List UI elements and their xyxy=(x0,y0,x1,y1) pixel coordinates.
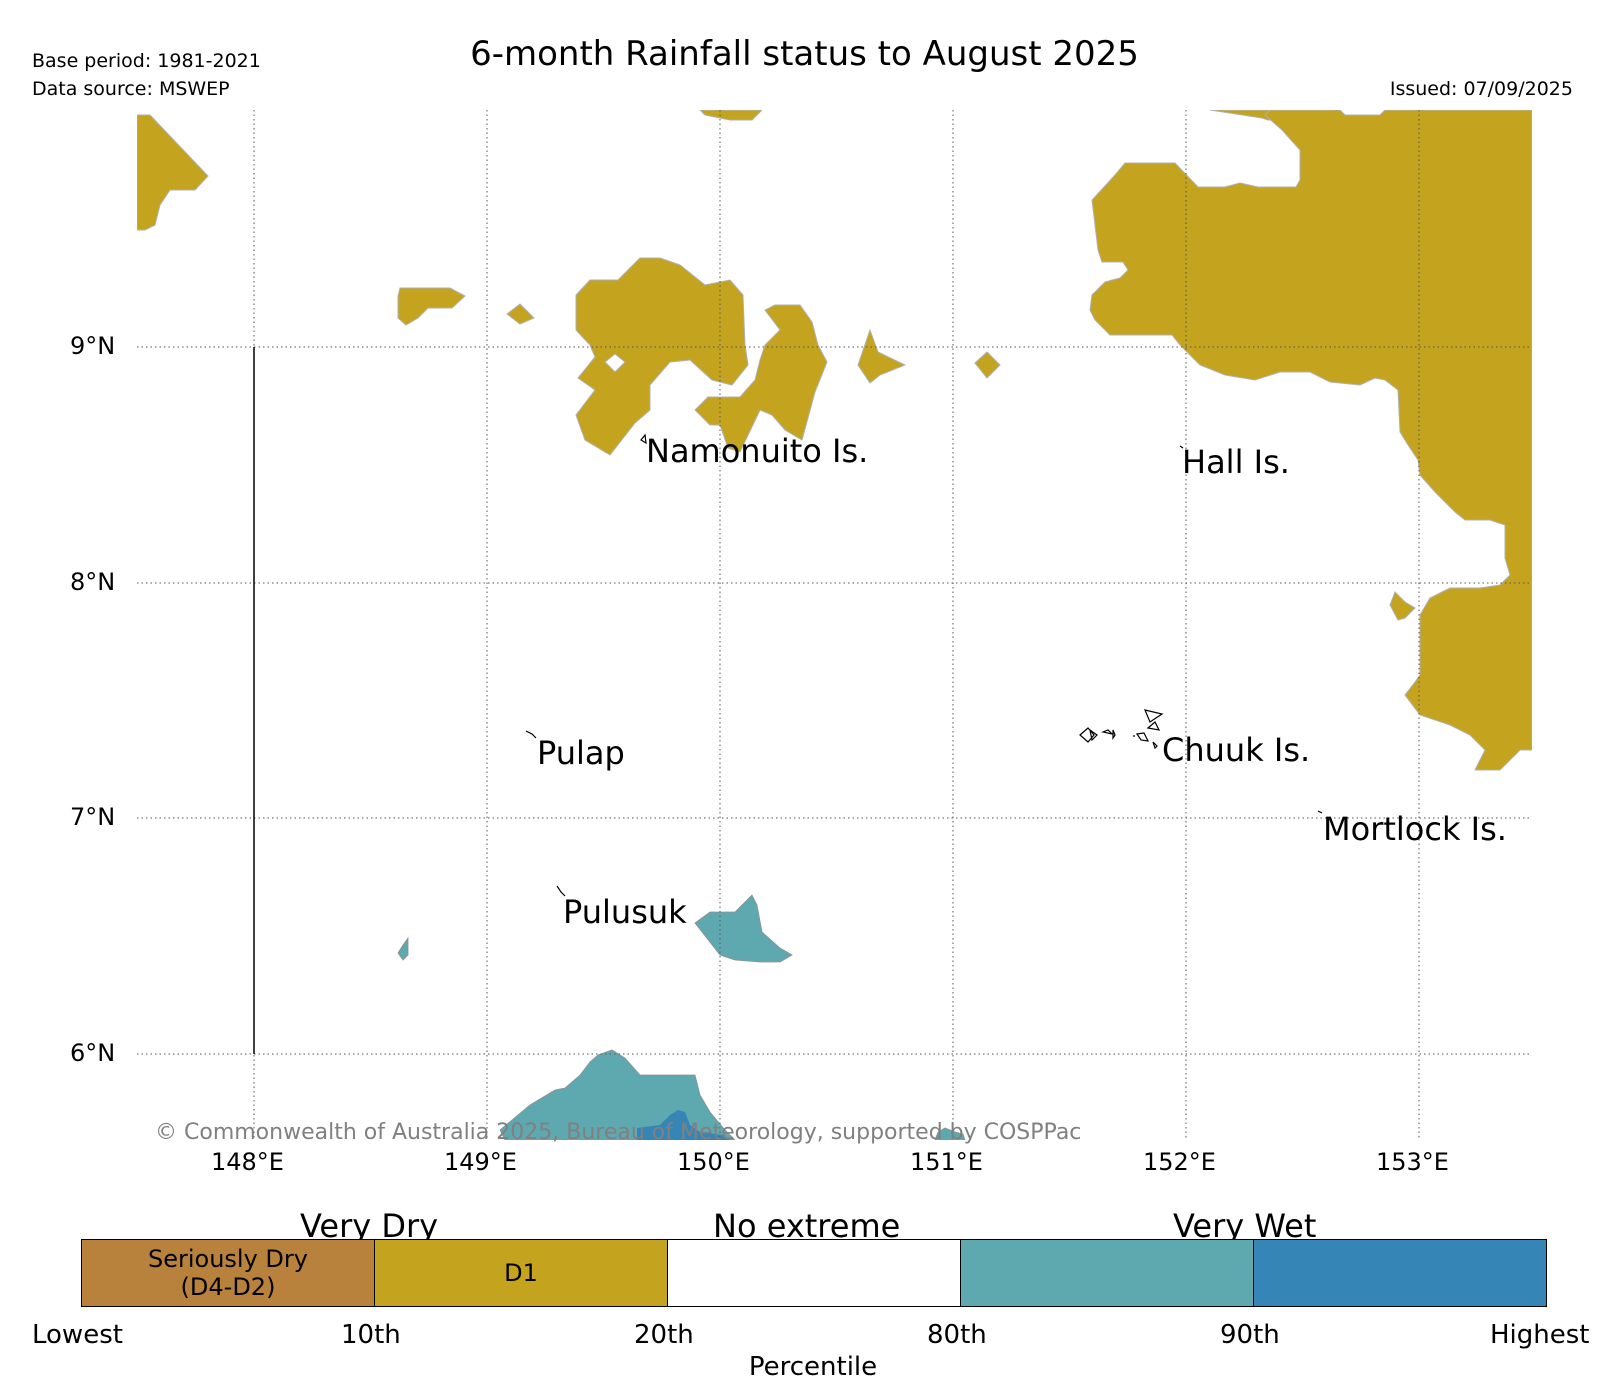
mortlock-atoll xyxy=(1317,810,1323,814)
lon-label-151: 151°E xyxy=(910,1148,983,1176)
gridlines xyxy=(137,110,1532,1140)
legend-cell-seriously-dry: Seriously Dry (D4-D2) xyxy=(81,1239,374,1307)
base-period: Base period: 1981-2021 xyxy=(32,50,261,72)
dry-region xyxy=(506,303,535,325)
lon-label-152: 152°E xyxy=(1143,1148,1216,1176)
legend-axis-title: Percentile xyxy=(0,1352,1609,1382)
lat-label-9: 9°N xyxy=(70,332,116,360)
place-label-namonuito: Namonuito Is. xyxy=(646,432,869,470)
place-label-pulap: Pulap xyxy=(537,734,625,772)
wet-region xyxy=(694,894,793,963)
place-label-pulusuk: Pulusuk xyxy=(563,893,687,931)
legend-group-very-wet: Very Wet xyxy=(1173,1207,1317,1245)
dry-region xyxy=(857,328,907,384)
very-wet-region xyxy=(637,1110,730,1140)
lat-label-8: 8°N xyxy=(70,568,116,596)
legend-cell-very-wet xyxy=(1253,1239,1547,1307)
island-outlines xyxy=(525,433,1323,897)
dry-region xyxy=(575,257,749,456)
legend-group-very-dry: Very Dry xyxy=(300,1207,439,1245)
map-title: 6-month Rainfall status to August 2025 xyxy=(0,34,1609,74)
lat-label-6: 6°N xyxy=(70,1039,116,1067)
pulap-atoll xyxy=(525,730,537,739)
wet-region xyxy=(934,1127,966,1140)
namonuito-atoll xyxy=(640,433,647,445)
percentile-label-lowest: Lowest xyxy=(32,1320,123,1350)
legend-cell-label: Seriously Dry (D4-D2) xyxy=(148,1245,308,1301)
lat-label-7: 7°N xyxy=(70,803,116,831)
data-source: Data source: MSWEP xyxy=(32,78,230,100)
dry-region xyxy=(974,351,1001,379)
dry-region xyxy=(694,304,828,453)
percentile-label-80th: 80th xyxy=(927,1320,987,1350)
percentile-label-90th: 90th xyxy=(1220,1320,1280,1350)
lon-label-153: 153°E xyxy=(1376,1148,1449,1176)
legend-cell-label: D1 xyxy=(504,1259,538,1287)
issued-date: Issued: 07/09/2025 xyxy=(1389,78,1573,100)
dry-region xyxy=(1089,110,1532,771)
dry-region xyxy=(699,110,763,121)
pulusuk-atoll xyxy=(556,885,566,897)
copyright-notice: © Commonwealth of Australia 2025, Bureau… xyxy=(155,1120,1082,1145)
place-label-hall: Hall Is. xyxy=(1182,443,1290,481)
percentile-label-highest: Highest xyxy=(1490,1320,1590,1350)
legend-axis-title-text: Percentile xyxy=(748,1352,878,1382)
legend-cell-wet xyxy=(960,1239,1253,1307)
rainfall-fill-layer xyxy=(137,110,1532,1140)
dry-region xyxy=(397,287,466,326)
map-title-text: 6-month Rainfall status to August 2025 xyxy=(470,34,1139,74)
dry-region xyxy=(1389,591,1416,621)
place-label-mortlock: Mortlock Is. xyxy=(1323,810,1507,848)
lon-label-150: 150°E xyxy=(677,1148,750,1176)
legend-cell-no-extreme xyxy=(667,1239,960,1307)
place-label-chuuk: Chuuk Is. xyxy=(1162,731,1311,769)
percentile-label-10th: 10th xyxy=(341,1320,401,1350)
lon-label-148: 148°E xyxy=(211,1148,284,1176)
lon-label-149: 149°E xyxy=(444,1148,517,1176)
chuuk-lagoon-islands xyxy=(1079,709,1164,750)
hall-atoll xyxy=(1179,445,1184,449)
wet-region xyxy=(397,936,409,961)
rainfall-map xyxy=(137,110,1532,1140)
dry-region xyxy=(137,114,209,231)
legend-group-no-extreme: No extreme xyxy=(713,1207,901,1245)
legend-cell-d1: D1 xyxy=(374,1239,667,1307)
percentile-label-20th: 20th xyxy=(634,1320,694,1350)
